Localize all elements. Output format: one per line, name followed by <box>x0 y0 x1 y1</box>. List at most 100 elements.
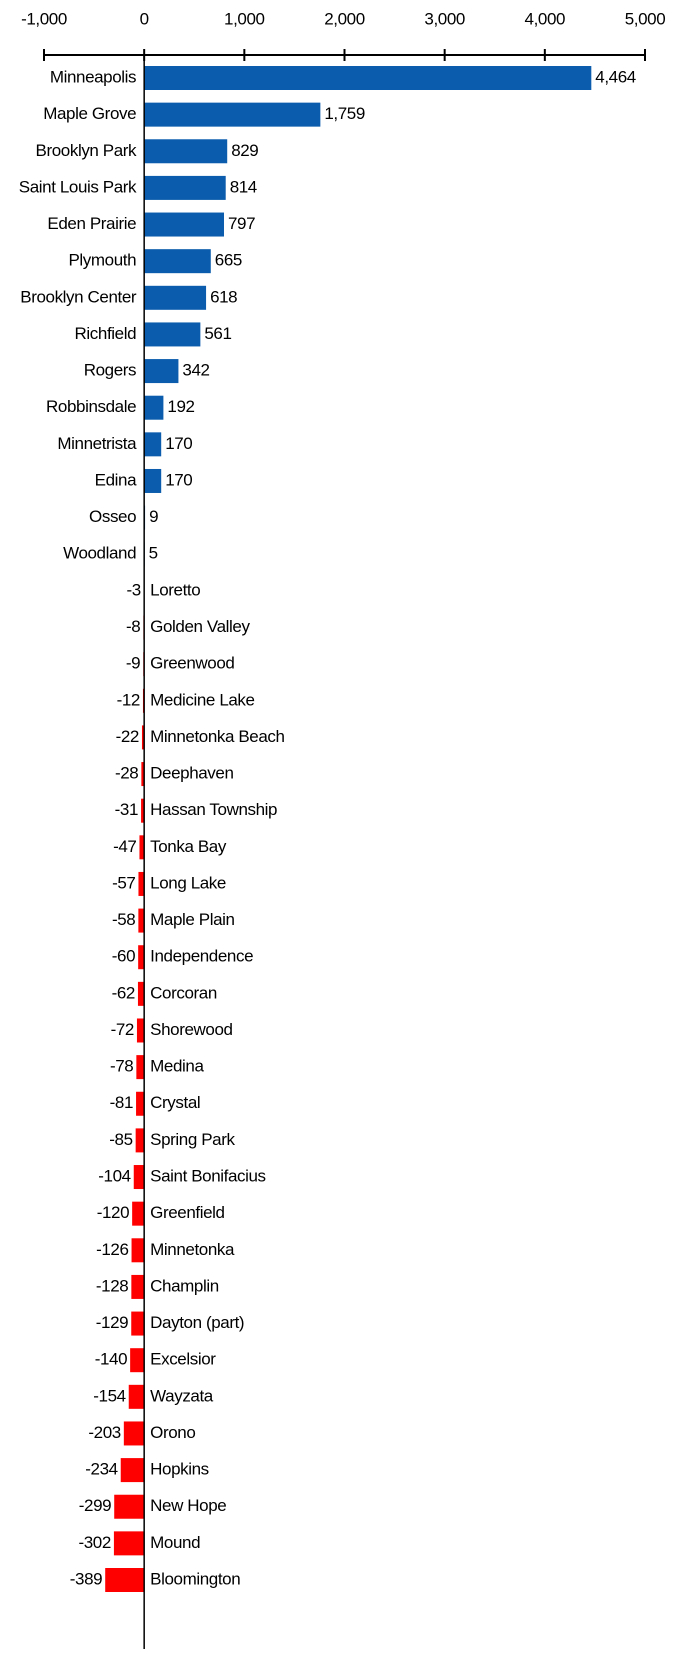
category-label: Minnetonka Beach <box>150 727 284 746</box>
value-label: -78 <box>110 1057 133 1076</box>
category-label: Brooklyn Center <box>20 287 137 306</box>
category-label: Bloomington <box>150 1569 240 1588</box>
bar <box>138 909 144 933</box>
bar <box>134 1165 144 1189</box>
category-label: Medicine Lake <box>150 690 254 709</box>
value-label: -9 <box>126 654 140 673</box>
value-label: -28 <box>115 764 138 783</box>
bar <box>132 1238 145 1262</box>
value-label: -57 <box>112 873 135 892</box>
category-label: Hassan Township <box>150 800 277 819</box>
category-label: Long Lake <box>150 873 226 892</box>
bar <box>131 1312 144 1336</box>
bar <box>144 396 163 420</box>
category-label: Rogers <box>84 361 136 380</box>
x-tick-label: 0 <box>140 9 149 28</box>
bar <box>136 1055 144 1079</box>
bar <box>144 66 591 90</box>
category-label: Robbinsdale <box>46 397 136 416</box>
bar <box>144 359 178 383</box>
value-label: 829 <box>231 141 258 160</box>
category-label: Plymouth <box>68 251 136 270</box>
category-label: Greenwood <box>150 654 234 673</box>
category-label: Golden Valley <box>150 617 250 636</box>
bar <box>144 469 161 493</box>
value-label: -8 <box>126 617 140 636</box>
value-label: -3 <box>127 580 141 599</box>
category-label: Maple Plain <box>150 910 234 929</box>
category-label: Shorewood <box>150 1020 232 1039</box>
bar <box>144 432 161 456</box>
bar <box>121 1458 144 1482</box>
value-label: 192 <box>167 397 194 416</box>
category-label: Wayzata <box>150 1386 214 1405</box>
value-label: -62 <box>112 983 135 1002</box>
value-label: -22 <box>116 727 139 746</box>
bar <box>144 322 200 346</box>
category-label: Greenfield <box>150 1203 224 1222</box>
category-label: Spring Park <box>150 1130 235 1149</box>
value-label: -72 <box>111 1020 134 1039</box>
value-label: 561 <box>204 324 231 343</box>
bar <box>138 945 144 969</box>
value-label: -31 <box>115 800 138 819</box>
value-label: -58 <box>112 910 135 929</box>
category-label: Edina <box>95 470 137 489</box>
x-tick-label: 5,000 <box>625 9 666 28</box>
value-label: 170 <box>165 470 192 489</box>
category-label: Hopkins <box>150 1460 209 1479</box>
bar <box>138 982 144 1006</box>
category-label: Tonka Bay <box>150 837 227 856</box>
category-label: Woodland <box>63 544 136 563</box>
category-label: Loretto <box>150 580 200 599</box>
bar <box>114 1531 144 1555</box>
value-label: 665 <box>215 251 242 270</box>
value-label: 342 <box>182 361 209 380</box>
category-label: Mound <box>150 1533 200 1552</box>
bar <box>105 1568 144 1592</box>
value-label: -47 <box>113 837 136 856</box>
bar <box>124 1421 144 1445</box>
value-label: -203 <box>88 1423 120 1442</box>
value-label: 1,759 <box>324 104 365 123</box>
category-label: Medina <box>150 1057 204 1076</box>
bar <box>114 1495 144 1519</box>
category-label: Maple Grove <box>43 104 136 123</box>
bar <box>136 1092 144 1116</box>
category-label: Excelsior <box>150 1350 216 1369</box>
category-label: Independence <box>150 947 253 966</box>
x-tick-label: -1,000 <box>21 9 67 28</box>
value-label: 797 <box>228 214 255 233</box>
category-label: Eden Prairie <box>47 214 136 233</box>
bar <box>131 1275 144 1299</box>
value-label: 5 <box>149 544 158 563</box>
x-tick-label: 4,000 <box>525 9 566 28</box>
bar <box>144 176 226 200</box>
value-label: 170 <box>165 434 192 453</box>
value-label: 618 <box>210 287 237 306</box>
value-label: -299 <box>79 1496 111 1515</box>
category-label: Deephaven <box>150 764 233 783</box>
category-label: Minnetrista <box>57 434 137 453</box>
category-label: Minnetonka <box>150 1240 235 1259</box>
value-label: 4,464 <box>595 67 636 86</box>
bar <box>144 249 211 273</box>
category-label: Crystal <box>150 1093 200 1112</box>
bar <box>144 213 224 237</box>
value-label: -140 <box>95 1350 127 1369</box>
value-label: 814 <box>230 177 257 196</box>
value-label: -12 <box>117 690 140 709</box>
category-label: Orono <box>150 1423 195 1442</box>
value-label: -126 <box>96 1240 128 1259</box>
category-label: Osseo <box>89 507 136 526</box>
category-label: Minneapolis <box>50 67 136 86</box>
category-label: Champlin <box>150 1276 219 1295</box>
value-label: -302 <box>78 1533 110 1552</box>
value-label: -120 <box>97 1203 129 1222</box>
x-tick-label: 3,000 <box>424 9 465 28</box>
value-label: 9 <box>149 507 158 526</box>
value-label: -128 <box>96 1276 128 1295</box>
bar <box>136 1128 145 1152</box>
x-tick-label: 2,000 <box>324 9 365 28</box>
